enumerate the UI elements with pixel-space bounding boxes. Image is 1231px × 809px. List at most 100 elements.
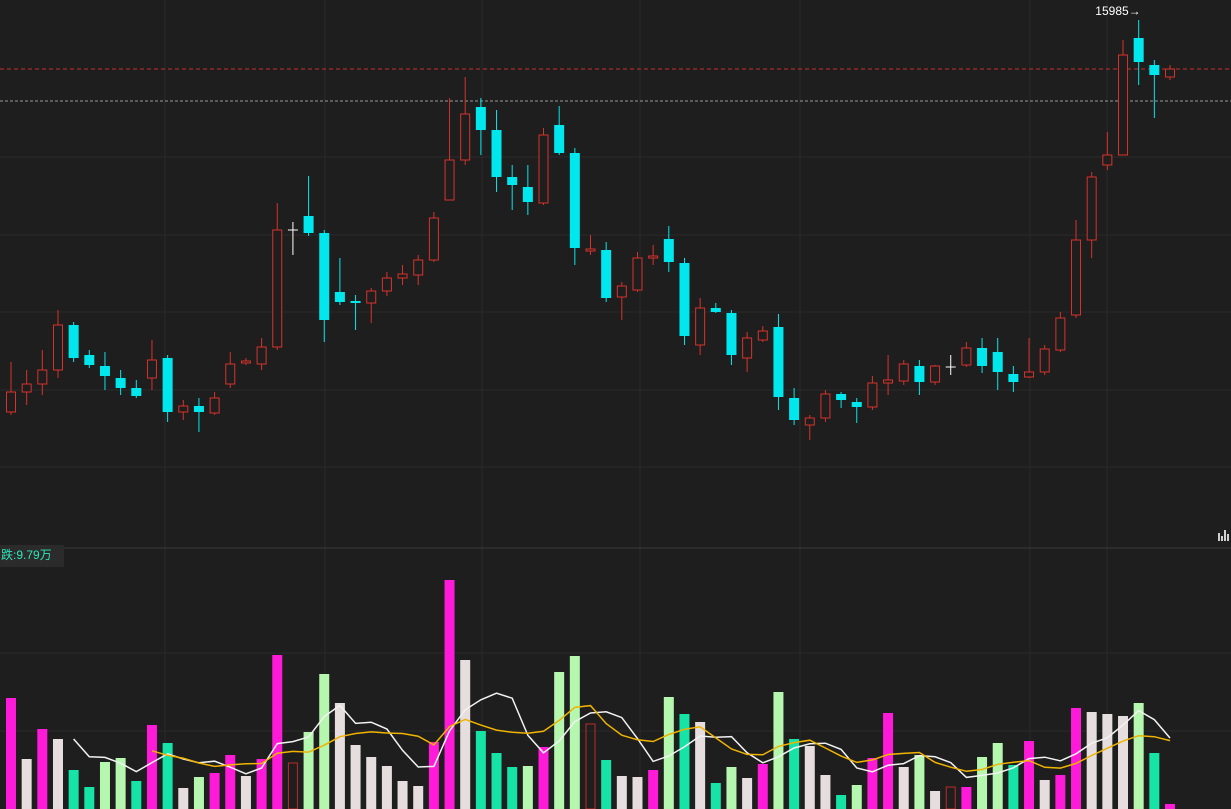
volume-bar [413, 786, 424, 809]
volume-bar [1008, 765, 1019, 809]
candle-body [726, 313, 737, 355]
volume-bar [272, 655, 283, 809]
volume-bar [1102, 714, 1113, 809]
candle-body [977, 348, 988, 366]
volume-bar [820, 775, 831, 809]
candle-body [225, 363, 236, 385]
candle-body [1039, 348, 1050, 373]
volume-bar [21, 759, 32, 809]
volume-bar [1133, 703, 1144, 809]
volume-bar [773, 692, 784, 809]
candle-body [1118, 54, 1129, 156]
candle-body [68, 325, 79, 358]
volume-bar [1086, 712, 1097, 809]
volume-bar [632, 777, 643, 809]
volume-bar [538, 747, 549, 809]
volume-bar [240, 776, 251, 809]
candle-body [992, 352, 1003, 372]
volume-bar [851, 785, 862, 809]
volume-bar [883, 713, 894, 809]
candle-body [6, 391, 16, 413]
volume-bar [1071, 708, 1082, 809]
volume-bar [131, 781, 142, 809]
candle-body [820, 393, 831, 419]
volume-bar [68, 770, 79, 809]
volume-bar [162, 743, 173, 809]
candle-body [804, 417, 815, 426]
volume-bar [209, 773, 220, 809]
volume-bar [616, 776, 627, 809]
candle-body [272, 229, 283, 348]
candle-body [1165, 68, 1175, 78]
candle-body [695, 307, 706, 346]
candle-body [616, 285, 627, 298]
candle-body [460, 113, 471, 161]
candle-body [914, 366, 925, 382]
candle-body [37, 369, 48, 385]
volume-bar [522, 766, 533, 809]
candle-body [350, 301, 361, 303]
candle-body [1102, 154, 1113, 166]
volume-bar [726, 767, 737, 809]
candle-body [1008, 374, 1019, 382]
volume-bar [444, 580, 455, 809]
volume-bar [648, 770, 659, 809]
candle-body [507, 177, 518, 185]
volume-bar [914, 755, 925, 809]
volume-bar [99, 762, 110, 809]
candle-body [569, 153, 580, 248]
candle-body [131, 388, 142, 396]
candle-body [648, 255, 659, 259]
volume-bar [945, 786, 956, 809]
volume-ma-line [151, 704, 1171, 773]
candle-body [397, 273, 408, 279]
high-label: 15985→ [1095, 4, 1140, 18]
candle-body [601, 250, 612, 298]
volume-bar [569, 656, 580, 809]
volume-bar [475, 731, 486, 809]
icon-bar [1227, 534, 1229, 541]
volume-bar [256, 759, 267, 809]
volume-bar [898, 767, 909, 809]
candle-body [334, 292, 345, 302]
volume-bar [992, 743, 1003, 809]
candle-body [757, 330, 768, 341]
candle-body [115, 378, 126, 388]
candle-body [930, 365, 941, 383]
candle-body [522, 187, 533, 202]
volume-bar [381, 766, 392, 809]
volume-bar [193, 777, 204, 809]
candle-body [240, 360, 251, 364]
candle-body [256, 346, 267, 365]
candle-body [1055, 317, 1066, 351]
volume-label: 跌:9.79万 [1, 547, 52, 562]
candle-body [773, 327, 784, 397]
volume-bar [366, 757, 377, 809]
candle-body [836, 394, 847, 400]
volume-bar [225, 755, 236, 809]
candle-body [444, 159, 455, 201]
candle-body [84, 355, 95, 365]
volume-bar [695, 722, 706, 809]
volume-bar [1149, 753, 1160, 809]
candle-body [381, 277, 392, 292]
candle-body [413, 259, 424, 276]
volume-bar [804, 746, 815, 809]
volume-bar [334, 703, 345, 809]
candle-body [679, 263, 690, 336]
candle-body [789, 398, 800, 420]
volume-bar [1039, 780, 1050, 809]
volume-bar [1118, 716, 1129, 809]
volume-bar [115, 758, 126, 809]
candle-body [475, 107, 486, 130]
candle-body [491, 130, 502, 177]
volume-bar [507, 767, 518, 809]
icon-bar [1218, 533, 1220, 541]
volume-bar [37, 729, 48, 809]
candle-body [1133, 38, 1144, 62]
volume-bar [977, 757, 988, 809]
volume-bar [679, 714, 690, 809]
